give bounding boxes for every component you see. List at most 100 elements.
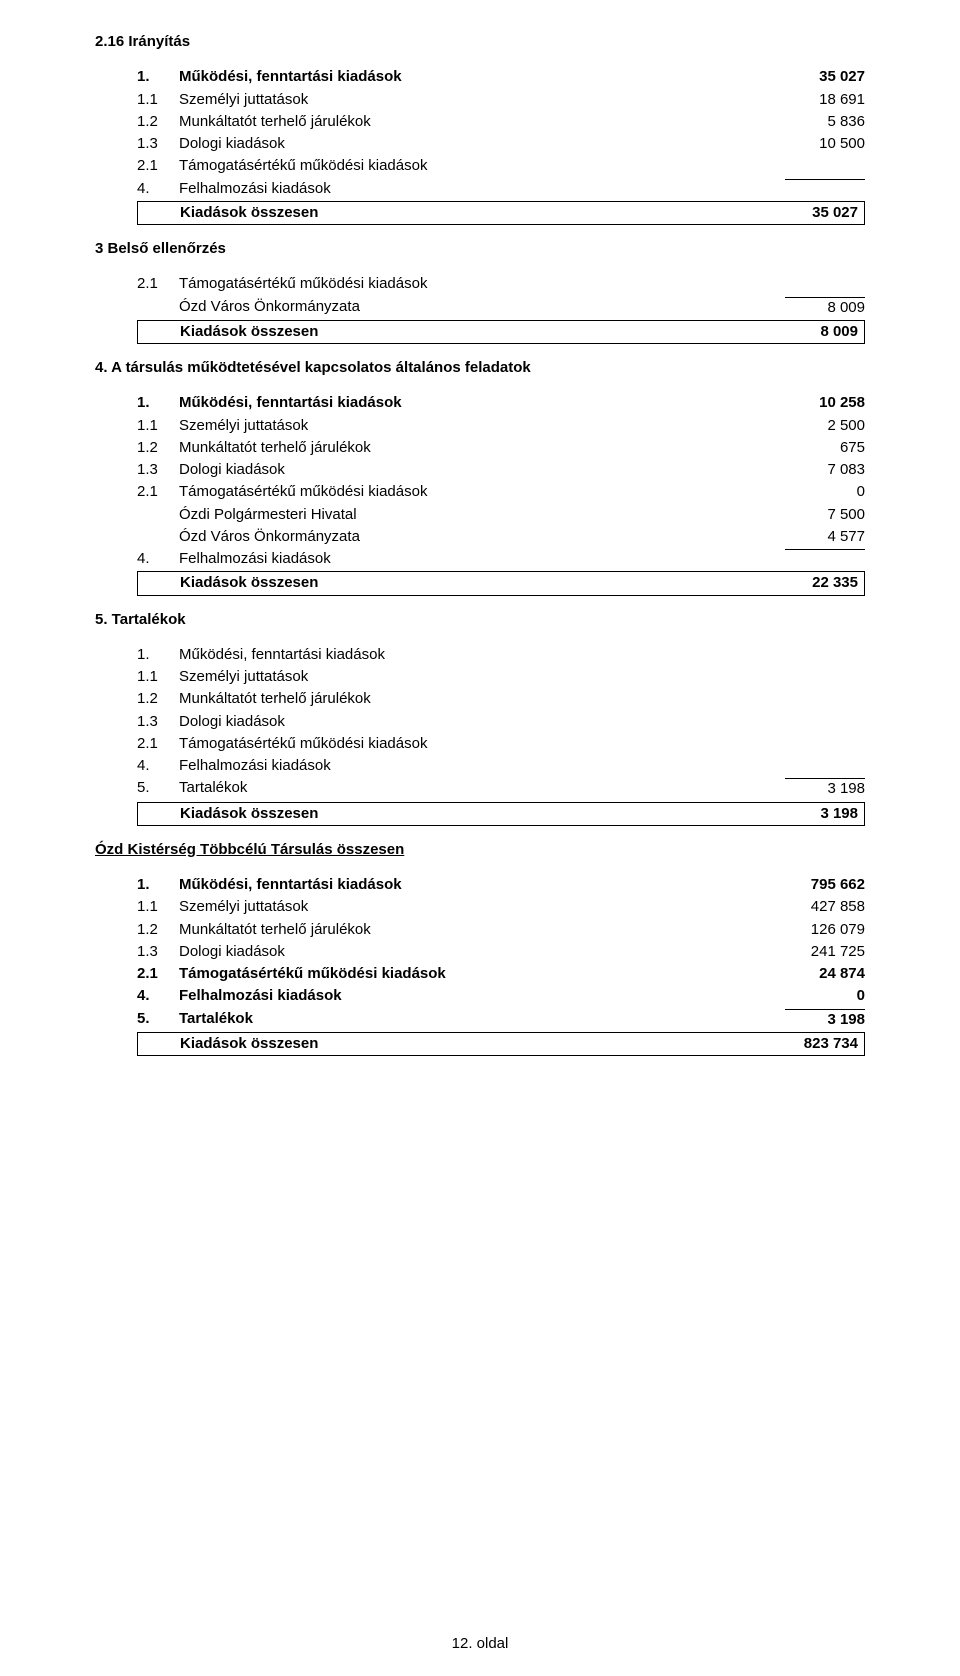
line-value: 18 691 — [785, 90, 865, 110]
line-item: 1.1Személyi juttatások — [137, 666, 865, 688]
line-value: 427 858 — [785, 897, 865, 917]
line-item: 4.Felhalmozási kiadások — [137, 755, 865, 777]
line-text: Támogatásértékű működési kiadások — [179, 734, 427, 754]
line-value — [785, 179, 865, 199]
line-number: 1.3 — [137, 942, 179, 962]
line-text: Felhalmozási kiadások — [179, 756, 331, 776]
line-number: 1.3 — [137, 134, 179, 154]
line-value: 2 500 — [785, 416, 865, 436]
line-number: 1. — [137, 645, 179, 665]
line-value — [785, 156, 865, 176]
total-label: Kiadások összesen — [144, 804, 318, 824]
line-item: 2.1Támogatásértékű működési kiadások — [137, 155, 865, 177]
line-item: 1.3Dologi kiadások10 500 — [137, 133, 865, 155]
line-item: 1.2Munkáltatót terhelő járulékok 126 079 — [137, 919, 865, 941]
line-number: 5. — [137, 1009, 179, 1030]
line-number: 2.1 — [137, 156, 179, 176]
section-title-4: 4. A társulás működtetésével kapcsolatos… — [95, 358, 865, 378]
line-text: Dologi kiadások — [179, 942, 285, 962]
line-text: Személyi juttatások — [179, 416, 308, 436]
line-number: 1.3 — [137, 712, 179, 732]
line-number: 2.1 — [137, 482, 179, 502]
line-text: Működési, fenntartási kiadások — [179, 67, 402, 87]
line-value: 7 083 — [785, 460, 865, 480]
line-item: 1.2Munkáltatót terhelő járulékok5 836 — [137, 111, 865, 133]
line-text: Ózd Város Önkormányzata — [179, 527, 360, 547]
total-label: Kiadások összesen — [144, 322, 318, 342]
line-value: 3 198 — [785, 778, 865, 799]
line-value — [785, 274, 865, 294]
line-item: 4.Felhalmozási kiadások — [137, 178, 865, 200]
line-value: 126 079 — [785, 920, 865, 940]
line-text: Támogatásértékű működési kiadások — [179, 274, 427, 294]
total-label: Kiadások összesen — [144, 573, 318, 593]
line-text: Működési, fenntartási kiadások — [179, 393, 402, 413]
line-value: 795 662 — [785, 875, 865, 895]
line-item: 5.Tartalékok3 198 — [137, 777, 865, 800]
grand-title: Ózd Kistérség Többcélú Társulás összesen — [95, 840, 865, 860]
line-number: 5. — [137, 778, 179, 799]
line-number: 1.1 — [137, 90, 179, 110]
total-label: Kiadások összesen — [144, 1034, 318, 1054]
line-value — [785, 756, 865, 776]
line-value — [785, 712, 865, 732]
line-number: 1.1 — [137, 416, 179, 436]
section-title-216: 2.16 Irányítás — [95, 32, 865, 52]
line-value — [785, 549, 865, 569]
line-item: 1.Működési, fenntartási kiadások35 027 — [137, 66, 865, 88]
line-text: Támogatásértékű működési kiadások — [179, 482, 427, 502]
line-number: 1.1 — [137, 897, 179, 917]
section-title-3: 3 Belső ellenőrzés — [95, 239, 865, 259]
line-text: Felhalmozási kiadások — [179, 986, 342, 1006]
line-number: 1.2 — [137, 920, 179, 940]
line-value: 10 500 — [785, 134, 865, 154]
line-item: 1.3Dologi kiadások241 725 — [137, 941, 865, 963]
line-item: 1.1Személyi juttatások 2 500 — [137, 415, 865, 437]
line-item: 5.Tartalékok3 198 — [137, 1008, 865, 1031]
block-5: 1.Működési, fenntartási kiadások1.1Szemé… — [137, 644, 865, 826]
line-item: 1.1Személyi juttatások18 691 — [137, 89, 865, 111]
line-number: 1. — [137, 393, 179, 413]
total-value: 22 335 — [812, 573, 858, 593]
total-box: Kiadások összesen3 198 — [137, 802, 865, 826]
line-item: 4.Felhalmozási kiadások — [137, 548, 865, 570]
line-number: 4. — [137, 179, 179, 199]
line-item: 2.1Támogatásértékű működési kiadások — [137, 273, 865, 295]
line-number: 2.1 — [137, 734, 179, 754]
line-value — [785, 645, 865, 665]
line-item: 1.3Dologi kiadások7 083 — [137, 459, 865, 481]
line-value: 24 874 — [785, 964, 865, 984]
total-value: 8 009 — [820, 322, 858, 342]
line-text: Munkáltatót terhelő járulékok — [179, 438, 371, 458]
block-grand: 1.Működési, fenntartási kiadások795 6621… — [137, 874, 865, 1056]
line-text: Működési, fenntartási kiadások — [179, 875, 402, 895]
line-text: Dologi kiadások — [179, 712, 285, 732]
line-text: Munkáltatót terhelő járulékok — [179, 920, 371, 940]
total-box: Kiadások összesen35 027 — [137, 201, 865, 225]
line-item: 2.1Támogatásértékű működési kiadások — [137, 733, 865, 755]
line-text: Támogatásértékű működési kiadások — [179, 964, 446, 984]
line-text: Személyi juttatások — [179, 897, 308, 917]
line-number: 1. — [137, 875, 179, 895]
line-value: 0 — [785, 986, 865, 1006]
line-number: 1.2 — [137, 438, 179, 458]
line-item: Ózd Város Önkormányzata8 009 — [137, 296, 865, 319]
line-value — [785, 734, 865, 754]
total-value: 823 734 — [804, 1034, 858, 1054]
total-box: Kiadások összesen 823 734 — [137, 1032, 865, 1056]
line-item: 1.3Dologi kiadások — [137, 711, 865, 733]
block-4: 1.Működési, fenntartási kiadások10 2581.… — [137, 392, 865, 595]
line-value: 5 836 — [785, 112, 865, 132]
line-item: 1.Működési, fenntartási kiadások10 258 — [137, 392, 865, 414]
line-text: Felhalmozási kiadások — [179, 549, 331, 569]
line-number: 1.2 — [137, 112, 179, 132]
line-value — [785, 667, 865, 687]
page-footer: 12. oldal — [0, 1634, 960, 1654]
line-text: Működési, fenntartási kiadások — [179, 645, 385, 665]
line-text: Támogatásértékű működési kiadások — [179, 156, 427, 176]
line-text: Felhalmozási kiadások — [179, 179, 331, 199]
line-text: Dologi kiadások — [179, 460, 285, 480]
line-text: Munkáltatót terhelő járulékok — [179, 689, 371, 709]
line-number: 1.1 — [137, 667, 179, 687]
line-item: 1.1Személyi juttatások 427 858 — [137, 896, 865, 918]
